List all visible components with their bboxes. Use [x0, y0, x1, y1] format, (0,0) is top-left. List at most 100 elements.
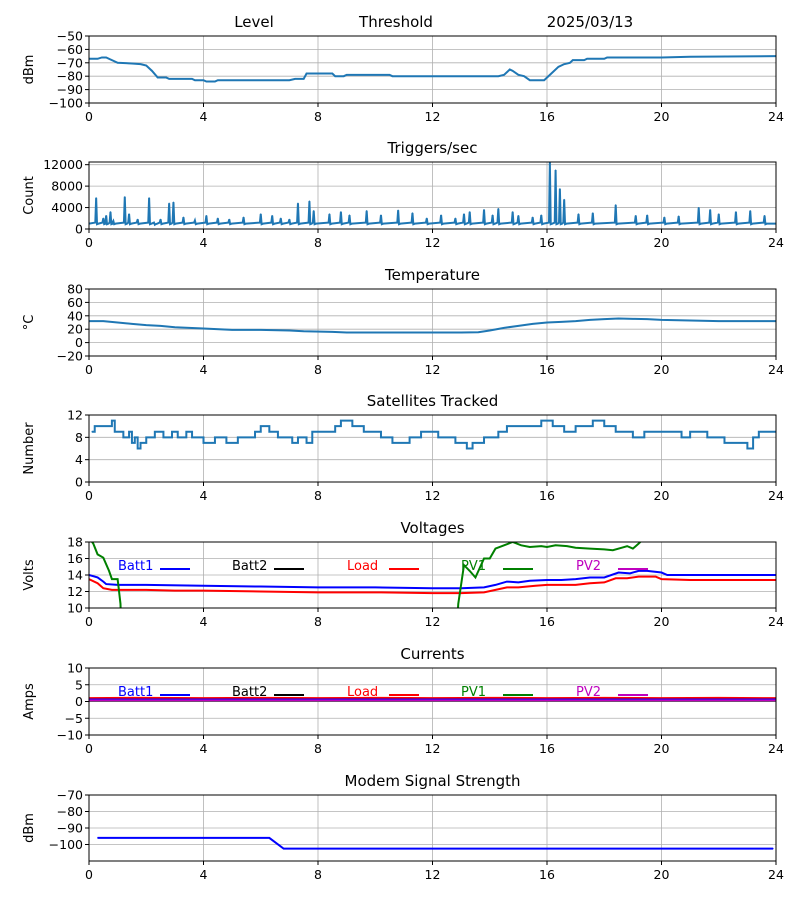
data-point — [563, 63, 565, 65]
x-tick-label: 8 — [314, 867, 322, 882]
data-point — [145, 324, 147, 326]
data-point — [145, 697, 147, 699]
data-point — [432, 332, 433, 334]
data-point — [114, 431, 116, 433]
data-point — [297, 436, 299, 438]
data-point — [420, 431, 422, 433]
data-point — [185, 431, 187, 433]
data-point — [317, 697, 319, 699]
data-point — [661, 431, 662, 433]
data-point — [409, 436, 411, 438]
data-point — [477, 331, 479, 333]
grid — [88, 288, 777, 357]
panel-title: Triggers/sec — [387, 139, 478, 157]
data-point — [494, 548, 496, 550]
ticks: 0 4 8 12 16 20 24 −100−90 −80−70 — [49, 788, 784, 883]
spike-point — [577, 213, 580, 215]
legend-label-batt2: Batt2 — [232, 685, 267, 700]
x-tick-label: 24 — [768, 614, 784, 629]
data-point — [575, 425, 577, 427]
data-point — [168, 78, 170, 80]
legend-label-batt1: Batt1 — [118, 559, 153, 574]
data-point — [97, 553, 99, 555]
data-point — [102, 320, 104, 322]
data-point — [535, 585, 537, 587]
data-point — [97, 576, 99, 578]
data-point — [661, 578, 662, 580]
data-point — [157, 77, 159, 79]
data-point — [191, 436, 193, 438]
grid — [88, 414, 777, 483]
spike-point — [678, 215, 680, 217]
data-point — [294, 78, 296, 80]
data-point — [105, 583, 107, 585]
data-point — [555, 544, 557, 546]
data-point — [108, 570, 110, 572]
series-group — [89, 162, 776, 227]
data-point — [615, 577, 617, 579]
data-point — [460, 332, 462, 334]
panel-title: Currents — [400, 645, 464, 663]
data-point — [454, 442, 456, 444]
data-point — [666, 574, 668, 576]
spike-point — [154, 224, 156, 226]
data-point — [503, 327, 505, 329]
spike-point — [242, 216, 245, 218]
data-point — [540, 545, 542, 547]
y-tick-label: 12000 — [43, 157, 83, 172]
legend-label-pv2: PV2 — [576, 559, 601, 574]
ticks: 0 4 8 12 16 20 24 0 4000 8000 12000 — [43, 157, 784, 250]
x-tick-label: 4 — [200, 614, 208, 629]
data-point — [509, 69, 511, 70]
spike-point — [168, 202, 170, 204]
x-tick-label: 16 — [539, 614, 555, 629]
spike-point — [592, 212, 594, 214]
data-point — [489, 697, 491, 699]
data-point — [603, 58, 605, 60]
data-point — [586, 58, 588, 60]
data-point — [503, 544, 505, 546]
data-point — [529, 79, 531, 81]
data-point — [343, 75, 345, 77]
spike-point — [454, 217, 456, 219]
grid — [88, 35, 777, 104]
data-point — [741, 442, 743, 444]
data-point — [203, 442, 204, 444]
data-point — [331, 73, 333, 75]
spike-point — [308, 200, 311, 202]
y-tick-label: −80 — [57, 804, 83, 819]
data-point — [177, 436, 179, 438]
y-tick-label: −5 — [65, 711, 83, 726]
y-tick-label: −80 — [57, 69, 83, 84]
x-tick-label: 0 — [85, 614, 93, 629]
data-point — [102, 581, 104, 583]
spike-point — [749, 210, 751, 212]
spike-point — [95, 197, 97, 199]
x-tick-label: 12 — [425, 362, 441, 377]
data-point — [188, 327, 190, 329]
x-tick-label: 20 — [654, 614, 670, 629]
data-point — [638, 570, 640, 572]
series-line-modem — [97, 836, 774, 850]
data-point — [497, 431, 499, 433]
data-point — [603, 697, 605, 699]
data-point — [557, 66, 559, 68]
spike-point — [411, 212, 414, 214]
data-point — [268, 837, 270, 839]
data-point — [457, 603, 459, 605]
data-point — [203, 328, 204, 330]
data-point — [632, 318, 634, 320]
data-point — [374, 697, 376, 699]
series-line-triggers — [89, 162, 776, 227]
grid — [88, 794, 777, 861]
data-point — [151, 70, 153, 72]
data-point — [661, 572, 662, 574]
data-point — [391, 442, 393, 444]
data-point — [89, 537, 90, 538]
x-tick-label: 4 — [200, 235, 208, 250]
y-tick-label: 60 — [67, 295, 83, 310]
data-point — [540, 420, 542, 422]
y-axis-label: Count — [22, 176, 37, 215]
spike-point — [497, 208, 499, 210]
